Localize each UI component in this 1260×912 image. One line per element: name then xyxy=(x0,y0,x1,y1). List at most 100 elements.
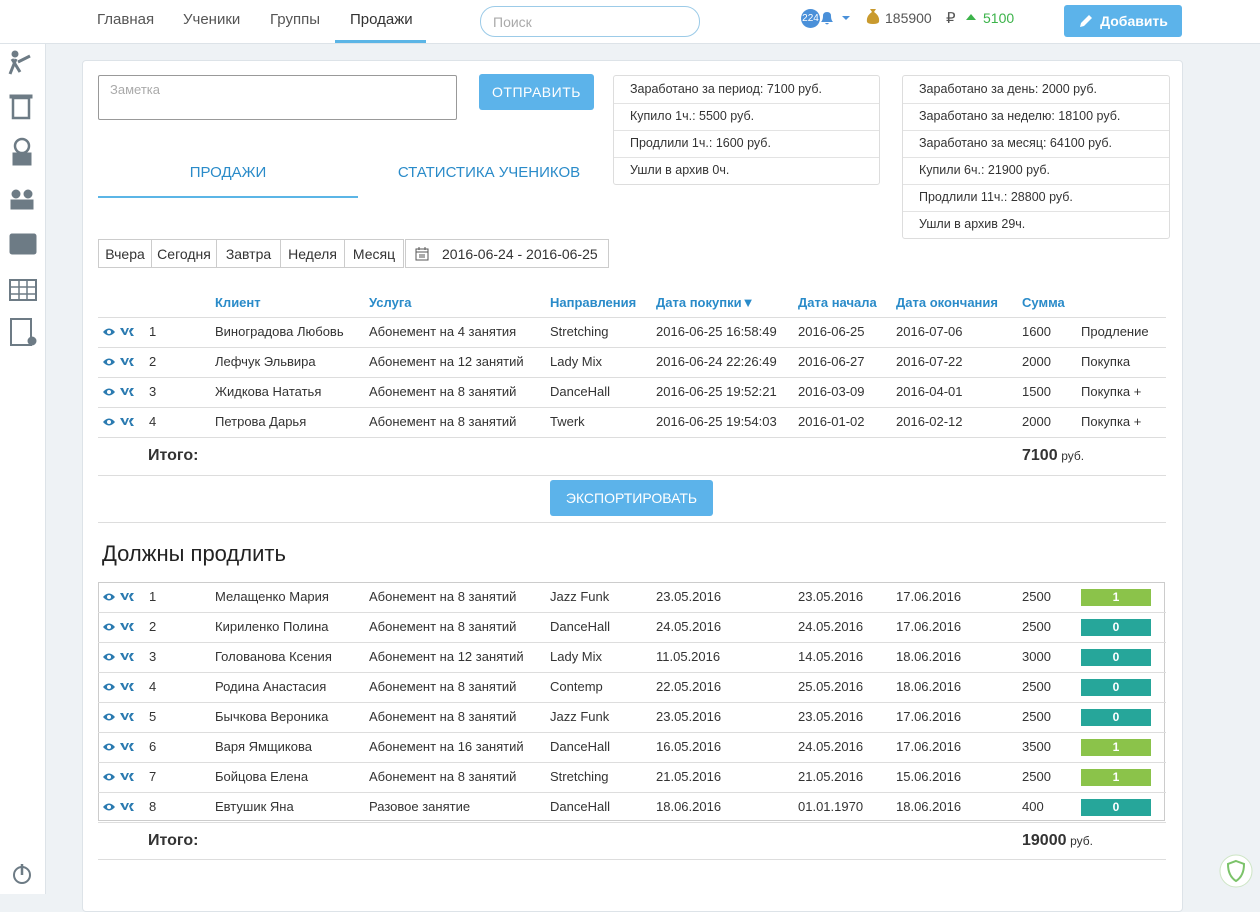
cell: 2500 xyxy=(1022,619,1051,634)
up-icon xyxy=(966,14,976,20)
cell: 23.05.2016 xyxy=(798,589,864,604)
cell: 2016-06-24 22:26:49 xyxy=(656,354,777,369)
date-range[interactable]: 2016-06-24 - 2016-06-25 xyxy=(405,239,609,268)
cell: 2 xyxy=(149,619,157,634)
cell: 2016-03-09 xyxy=(798,384,865,399)
row-icons[interactable] xyxy=(102,680,136,694)
column-header[interactable]: Дата покупки▼ xyxy=(656,295,755,310)
cell: Абонемент на 16 занятий xyxy=(369,739,524,754)
send-button[interactable]: ОТПРАВИТЬ xyxy=(479,74,594,110)
cell: 1600 xyxy=(1022,324,1051,339)
column-header[interactable]: Услуга xyxy=(369,295,412,310)
stat-row: Продлили 11ч.: 28800 руб. xyxy=(903,184,1169,212)
row-icons[interactable] xyxy=(102,620,136,634)
row-icons[interactable] xyxy=(102,710,136,724)
row-icons[interactable] xyxy=(102,325,136,339)
add-button[interactable]: Добавить xyxy=(1064,5,1182,37)
calendar-icon xyxy=(415,247,429,261)
export-button[interactable]: ЭКСПОРТИРОВАТЬ xyxy=(550,480,713,516)
range-button[interactable]: Сегодня xyxy=(151,239,217,268)
cell: 7 xyxy=(149,769,157,784)
row-icons[interactable] xyxy=(102,650,136,664)
range-button[interactable]: Неделя xyxy=(280,239,345,268)
sidebar xyxy=(0,44,46,894)
cell: 2 xyxy=(149,354,157,369)
cell: 25.05.2016 xyxy=(798,679,864,694)
nav-link[interactable]: Главная xyxy=(97,11,155,28)
badge: 1 xyxy=(1081,769,1151,786)
row-divider xyxy=(98,762,1166,763)
cell: 4 xyxy=(149,679,157,694)
balance: 185900 xyxy=(885,10,932,26)
cell: 18.06.2016 xyxy=(896,799,962,814)
cell: 23.05.2016 xyxy=(656,709,722,724)
note-input[interactable]: Заметка xyxy=(98,75,457,120)
shield-icon xyxy=(1219,854,1253,888)
bell-icon[interactable] xyxy=(818,9,854,27)
section-title: Должны продлить xyxy=(102,541,286,566)
nav-link[interactable]: Группы xyxy=(270,11,320,28)
range-button[interactable]: Вчера xyxy=(98,239,152,268)
tab[interactable]: ПРОДАЖИ xyxy=(189,164,267,181)
cell: Покупка xyxy=(1081,354,1131,369)
cell: 2016-06-25 19:54:03 xyxy=(656,414,777,429)
cell: 3000 xyxy=(1022,649,1051,664)
cell: Покупка + xyxy=(1081,384,1142,399)
cell: 2500 xyxy=(1022,709,1051,724)
nav-link[interactable]: Продажи xyxy=(350,11,413,28)
row-divider xyxy=(98,732,1166,733)
row-icons[interactable] xyxy=(102,415,136,429)
column-header[interactable]: Сумма xyxy=(1022,295,1065,310)
cell: Бычкова Вероника xyxy=(215,709,329,724)
table-frame xyxy=(98,582,1165,821)
range-button[interactable]: Завтра xyxy=(216,239,281,268)
cell: 2000 xyxy=(1022,354,1051,369)
cell: Contemp xyxy=(550,679,603,694)
stat-row: Заработано за месяц: 64100 руб. xyxy=(903,130,1169,158)
column-header[interactable]: Дата начала xyxy=(798,295,877,310)
row-divider xyxy=(98,475,1166,476)
cell: 21.05.2016 xyxy=(798,769,864,784)
cell: DanceHall xyxy=(550,384,610,399)
cell: 2016-06-25 16:58:49 xyxy=(656,324,777,339)
row-icons[interactable] xyxy=(102,770,136,784)
date-range-text: 2016-06-24 - 2016-06-25 xyxy=(442,246,598,262)
cell: DanceHall xyxy=(550,799,610,814)
add-label: Добавить xyxy=(1100,13,1168,29)
cell: 1 xyxy=(149,324,157,339)
row-divider xyxy=(98,702,1166,703)
tab[interactable]: СТАТИСТИКА УЧЕНИКОВ xyxy=(397,164,581,181)
row-icons[interactable] xyxy=(102,740,136,754)
row-icons[interactable] xyxy=(102,590,136,604)
cell: 8 xyxy=(149,799,157,814)
column-header[interactable]: Дата окончания xyxy=(896,295,998,310)
cell: Мелащенко Мария xyxy=(215,589,329,604)
cell: Виноградова Любовь xyxy=(215,324,344,339)
search-box[interactable]: Поиск xyxy=(480,6,700,37)
cell: Евтушик Яна xyxy=(215,799,294,814)
period-stats: Заработано за период: 7100 руб. Купило 1ч… xyxy=(613,75,880,185)
row-icons[interactable] xyxy=(102,385,136,399)
total: 19000 руб. xyxy=(1022,832,1093,850)
column-header[interactable]: Направления xyxy=(550,295,637,310)
nav-link[interactable]: Ученики xyxy=(183,11,241,28)
cell: 23.05.2016 xyxy=(798,709,864,724)
cell: 2016-07-22 xyxy=(896,354,963,369)
row-divider xyxy=(98,612,1166,613)
cell: 18.06.2016 xyxy=(896,679,962,694)
cell: 2500 xyxy=(1022,589,1051,604)
cell: Разовое занятие xyxy=(369,799,471,814)
range-button[interactable]: Месяц xyxy=(344,239,404,268)
row-icons[interactable] xyxy=(102,800,136,814)
row-divider xyxy=(98,317,1166,318)
row-icons[interactable] xyxy=(102,355,136,369)
notification-count[interactable]: 224 xyxy=(801,9,820,28)
cell: 17.06.2016 xyxy=(896,739,962,754)
total-unit: руб. xyxy=(1070,834,1094,848)
cell: 1500 xyxy=(1022,384,1051,399)
cell: Lady Mix xyxy=(550,649,603,664)
sidebar-icons xyxy=(8,50,37,884)
cell: Абонемент на 8 занятий xyxy=(369,384,517,399)
cell: 1 xyxy=(149,589,157,604)
column-header[interactable]: Клиент xyxy=(215,295,261,310)
